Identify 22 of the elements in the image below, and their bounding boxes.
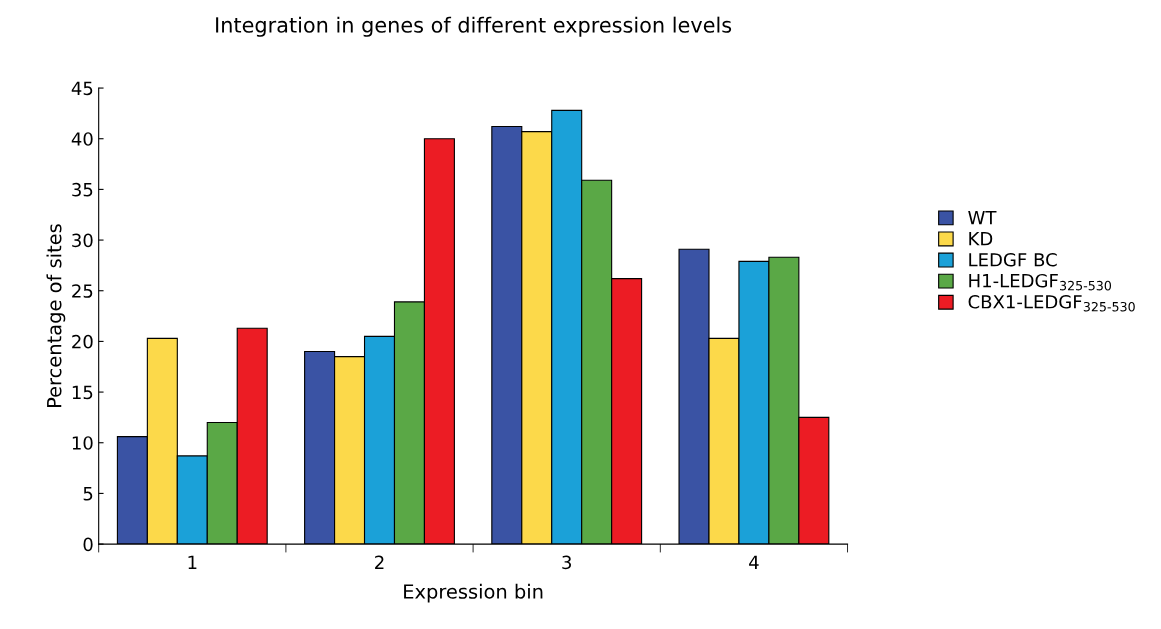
x-tick-label: 4	[749, 555, 759, 569]
x-axis-title: Expression bin	[404, 583, 543, 603]
legend-label: CBX1-LEDGF$_{325-530}$	[968, 294, 1135, 312]
legend-label: H1-LEDGF$_{325-530}$	[969, 273, 1112, 291]
y-tick-label: 45	[71, 81, 93, 96]
y-tick-label: 0	[83, 537, 93, 552]
y-tick-label: 15	[72, 385, 93, 400]
y-tick-label: 25	[72, 284, 93, 298]
legend-label: LEDGF BC	[969, 252, 1057, 267]
y-tick-label: 20	[72, 334, 93, 349]
y-tick-label: 35	[72, 182, 93, 197]
y-tick-label: 40	[71, 132, 93, 146]
x-tick-label: 3	[562, 555, 572, 570]
x-tick-label: 2	[375, 555, 384, 569]
y-tick-label: 30	[72, 233, 93, 248]
y-tick-label: 5	[83, 487, 93, 501]
y-tick-label: 10	[72, 436, 93, 450]
legend-label: WT	[968, 211, 997, 225]
chart-title: Integration in genes of different expression levels	[216, 16, 732, 37]
y-axis-title: Percentage of sites	[46, 224, 66, 408]
legend-label: KD	[969, 232, 993, 246]
x-tick-label: 1	[188, 555, 197, 569]
